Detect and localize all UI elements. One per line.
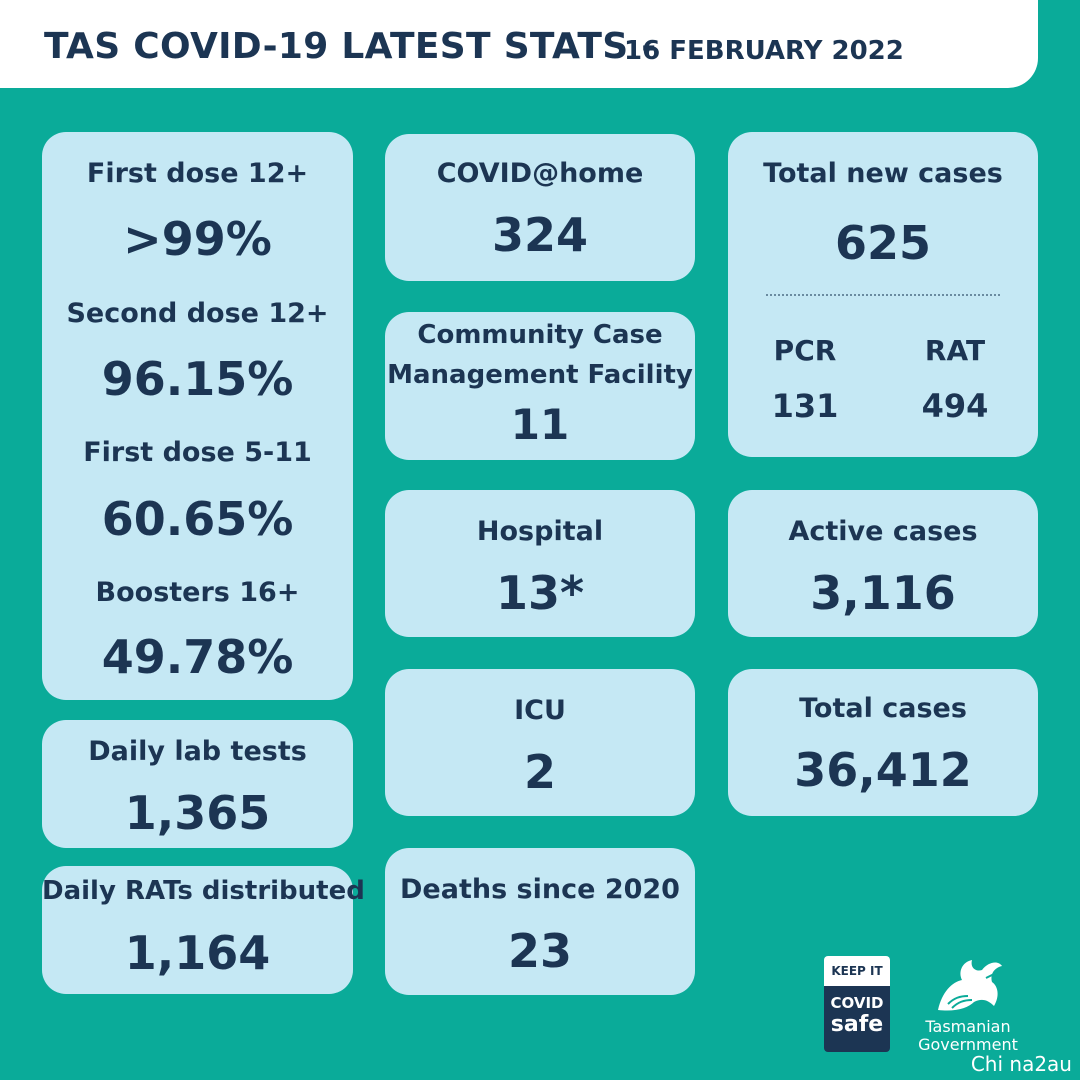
total-cases-card: Total cases 36,412 [728, 669, 1038, 816]
keep-it-text: KEEP IT [824, 956, 890, 986]
tasmanian-government-logo: Tasmanian Government [906, 952, 1030, 1072]
second-dose-12-label: Second dose 12+ [66, 298, 329, 329]
first-dose-5-11-value: 60.65% [101, 492, 294, 546]
ccmf-label-line2: Management Facility [387, 360, 693, 390]
total-cases-value: 36,412 [794, 743, 972, 797]
covid-at-home-label: COVID@home [436, 158, 644, 189]
tas-gov-line2: Government [918, 1035, 1018, 1054]
watermark: Chi na2au [970, 1052, 1072, 1076]
pcr-block: PCR 131 [750, 334, 860, 425]
deaths-card: Deaths since 2020 23 [385, 848, 695, 995]
pcr-value: 131 [771, 387, 839, 425]
daily-rats-value: 1,164 [124, 926, 271, 980]
covid-text: COVID [830, 994, 884, 1012]
boosters-value: 49.78% [101, 630, 294, 684]
total-cases-label: Total cases [799, 693, 967, 724]
total-new-cases-value: 625 [834, 216, 932, 270]
active-cases-card: Active cases 3,116 [728, 490, 1038, 637]
rat-label: RAT [924, 334, 986, 367]
first-dose-12-label: First dose 12+ [86, 158, 309, 189]
page-title: TAS COVID-19 LATEST STATS - [44, 26, 657, 67]
total-new-cases-label: Total new cases [763, 158, 1003, 189]
ccmf-card: Community Case Management Facility 11 [385, 312, 695, 460]
keep-covid-safe-logo: KEEP IT COVID safe [824, 956, 890, 1052]
daily-rats-card: Daily RATs distributed 1,164 [42, 866, 365, 994]
icu-label: ICU [514, 695, 566, 726]
icu-value: 2 [523, 745, 556, 799]
covid-at-home-card: COVID@home 324 [385, 134, 695, 281]
ccmf-label-line1: Community Case [417, 320, 663, 350]
pcr-label: PCR [773, 334, 837, 367]
covid-at-home-value: 324 [491, 208, 589, 262]
header-bar: TAS COVID-19 LATEST STATS - 16 FEBRUARY … [0, 0, 1038, 88]
ccmf-value: 11 [510, 400, 570, 449]
icu-card: ICU 2 [385, 669, 695, 816]
hospital-value: 13* [495, 566, 585, 620]
daily-lab-tests-label: Daily lab tests [88, 736, 307, 767]
tas-gov-line1: Tasmanian [925, 1017, 1011, 1036]
first-dose-12-value: >99% [123, 212, 272, 266]
daily-lab-tests-value: 1,365 [124, 786, 271, 840]
rat-block: RAT 494 [900, 334, 1010, 425]
daily-lab-tests-card: Daily lab tests 1,365 [42, 720, 353, 848]
hospital-card: Hospital 13* [385, 490, 695, 637]
deaths-value: 23 [507, 924, 572, 978]
tasmanian-tiger-icon [938, 960, 1002, 1011]
second-dose-12-value: 96.15% [101, 352, 294, 406]
total-new-cases-card: Total new cases 625 PCR 131 RAT 494 [728, 132, 1038, 457]
boosters-label: Boosters 16+ [95, 577, 300, 608]
vaccination-card: First dose 12+ >99% Second dose 12+ 96.1… [42, 132, 353, 700]
rat-value: 494 [921, 387, 989, 425]
daily-rats-label: Daily RATs distributed [42, 876, 365, 906]
safe-text: safe [830, 1012, 884, 1037]
hospital-label: Hospital [476, 516, 604, 547]
page-date: 16 FEBRUARY 2022 [624, 36, 904, 66]
active-cases-value: 3,116 [810, 566, 956, 620]
cases-divider [766, 294, 1000, 296]
covid-safe-block: COVID safe [824, 986, 890, 1052]
deaths-label: Deaths since 2020 [400, 874, 680, 905]
active-cases-label: Active cases [788, 516, 978, 547]
first-dose-5-11-label: First dose 5-11 [83, 437, 312, 468]
